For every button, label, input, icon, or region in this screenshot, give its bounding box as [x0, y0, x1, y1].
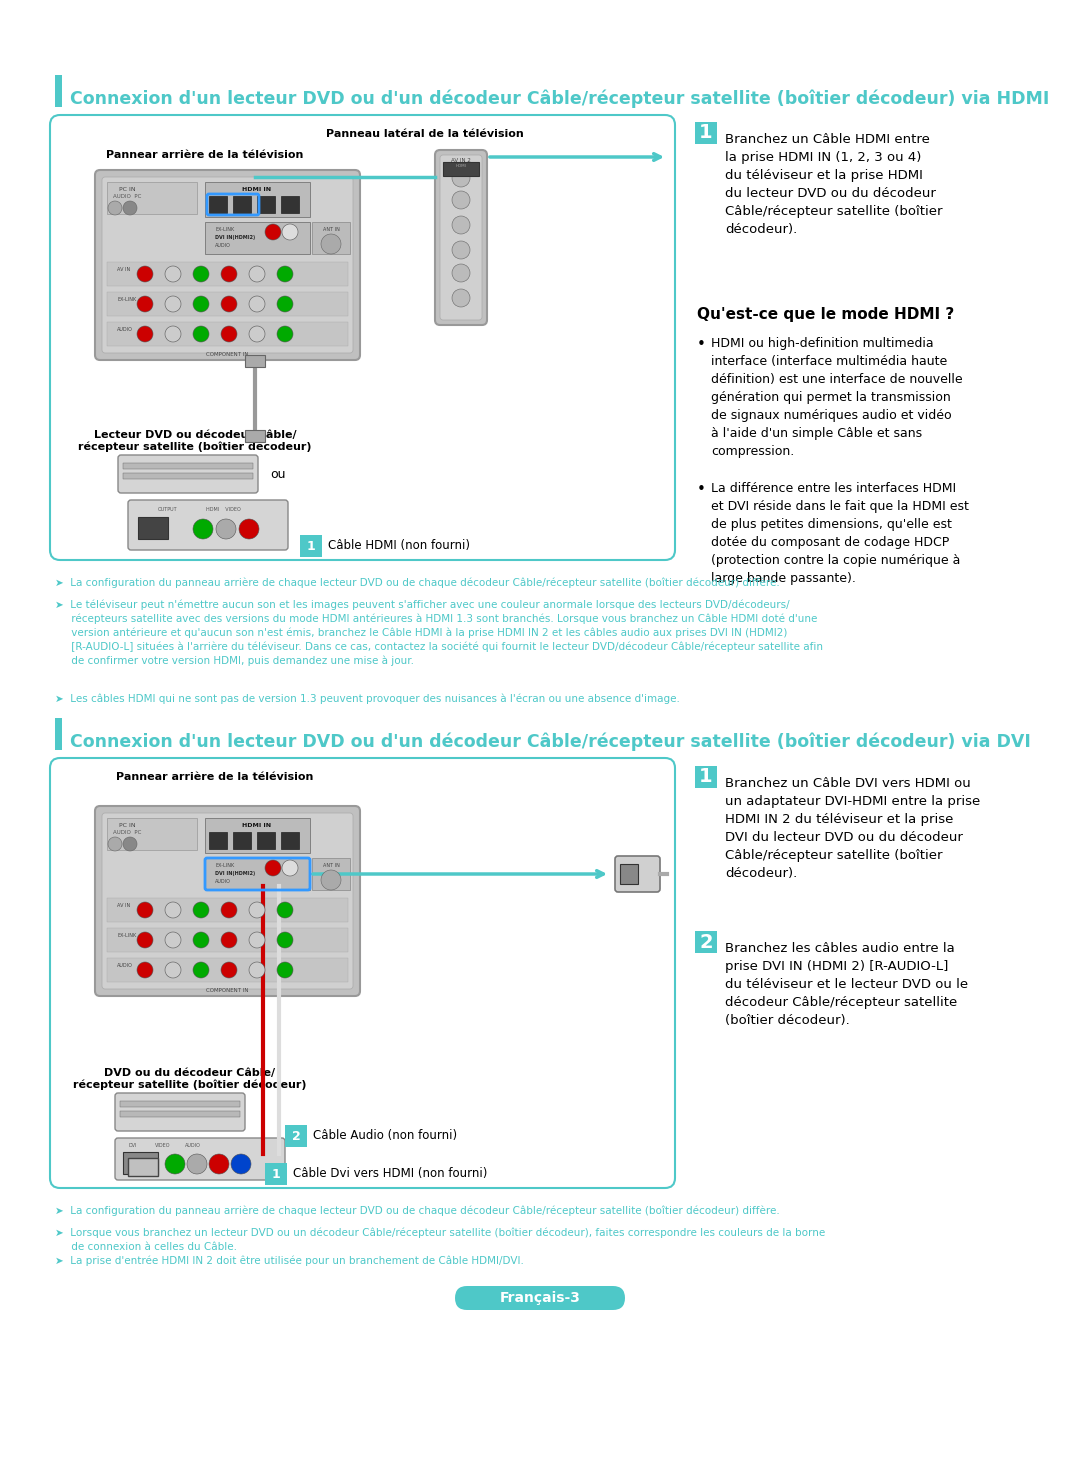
Text: EX-LINK: EX-LINK	[215, 863, 234, 868]
FancyBboxPatch shape	[50, 757, 675, 1189]
FancyBboxPatch shape	[102, 176, 353, 353]
Bar	[233, 831, 251, 849]
Circle shape	[453, 169, 470, 187]
Bar	[210, 831, 227, 849]
Bar	[107, 957, 348, 983]
Bar	[245, 356, 265, 368]
Circle shape	[453, 216, 470, 234]
Text: Français-3: Français-3	[500, 1291, 580, 1306]
Bar	[107, 928, 348, 951]
Circle shape	[453, 242, 470, 259]
Bar	[107, 182, 197, 213]
Text: •: •	[697, 336, 706, 353]
Circle shape	[265, 860, 281, 876]
Circle shape	[193, 962, 210, 978]
Circle shape	[221, 903, 237, 917]
Text: Câble HDMI (non fourni): Câble HDMI (non fourni)	[328, 539, 470, 553]
Text: 2: 2	[699, 932, 713, 951]
Text: AV IN 2: AV IN 2	[451, 159, 471, 163]
Circle shape	[137, 265, 153, 282]
Text: HDMI: HDMI	[456, 165, 467, 167]
Text: AUDIO: AUDIO	[117, 963, 133, 968]
Text: 1: 1	[699, 768, 713, 787]
Bar	[120, 1112, 240, 1117]
Circle shape	[165, 962, 181, 978]
Bar	[107, 322, 348, 345]
Text: HDMI ou high-definition multimedia
interface (interface multimédia haute
définit: HDMI ou high-definition multimedia inter…	[711, 336, 962, 458]
FancyBboxPatch shape	[50, 116, 675, 560]
Text: ➤  La configuration du panneau arrière de chaque lecteur DVD ou de chaque décode: ➤ La configuration du panneau arrière de…	[55, 578, 780, 588]
Circle shape	[276, 903, 293, 917]
Text: Pannear arrière de la télévision: Pannear arrière de la télévision	[117, 772, 313, 782]
Bar	[107, 898, 348, 922]
Circle shape	[453, 191, 470, 209]
Text: HDMI IN: HDMI IN	[242, 823, 271, 828]
Text: AUDIO: AUDIO	[185, 1143, 201, 1149]
Bar	[281, 196, 299, 213]
Text: Câble Dvi vers HDMI (non fourni): Câble Dvi vers HDMI (non fourni)	[293, 1168, 487, 1181]
Circle shape	[221, 265, 237, 282]
Circle shape	[123, 837, 137, 851]
FancyBboxPatch shape	[440, 156, 482, 320]
Circle shape	[137, 932, 153, 948]
Circle shape	[221, 962, 237, 978]
Circle shape	[221, 326, 237, 342]
Bar	[123, 473, 253, 479]
FancyBboxPatch shape	[435, 150, 487, 325]
Text: ➤  Lorsque vous branchez un lecteur DVD ou un décodeur Câble/récepteur satellite: ➤ Lorsque vous branchez un lecteur DVD o…	[55, 1229, 825, 1252]
Text: DVI: DVI	[129, 1143, 137, 1149]
Text: 1: 1	[272, 1168, 281, 1181]
Text: AUDIO: AUDIO	[215, 879, 231, 883]
Text: Branchez un Câble DVI vers HDMI ou
un adaptateur DVI-HDMI entre la prise
HDMI IN: Branchez un Câble DVI vers HDMI ou un ad…	[725, 777, 981, 880]
FancyBboxPatch shape	[114, 1094, 245, 1131]
FancyBboxPatch shape	[615, 857, 660, 892]
Circle shape	[249, 265, 265, 282]
Circle shape	[193, 326, 210, 342]
Circle shape	[276, 265, 293, 282]
Bar	[129, 1157, 158, 1177]
Text: Lecteur DVD ou décodeur Câble/
récepteur satellite (boîtier décodeur): Lecteur DVD ou décodeur Câble/ récepteur…	[78, 430, 312, 452]
Circle shape	[276, 296, 293, 313]
Text: Pannear arrière de la télévision: Pannear arrière de la télévision	[106, 150, 303, 160]
Circle shape	[108, 202, 122, 215]
Circle shape	[216, 519, 237, 539]
Text: ➤  Les câbles HDMI qui ne sont pas de version 1.3 peuvent provoquer des nuisance: ➤ Les câbles HDMI qui ne sont pas de ver…	[55, 694, 680, 704]
Bar	[107, 818, 197, 851]
Bar	[205, 818, 310, 854]
Circle shape	[249, 962, 265, 978]
Circle shape	[193, 903, 210, 917]
Bar	[281, 831, 299, 849]
Circle shape	[187, 1154, 207, 1174]
Circle shape	[276, 326, 293, 342]
Circle shape	[321, 234, 341, 253]
Bar	[620, 864, 638, 883]
Text: AUDIO  PC: AUDIO PC	[112, 830, 141, 834]
FancyBboxPatch shape	[95, 806, 360, 996]
Bar	[107, 292, 348, 316]
Circle shape	[321, 870, 341, 891]
Circle shape	[453, 264, 470, 282]
Circle shape	[137, 296, 153, 313]
Text: Branchez un Câble HDMI entre
la prise HDMI IN (1, 2, 3 ou 4)
du téléviseur et la: Branchez un Câble HDMI entre la prise HD…	[725, 133, 943, 236]
Bar	[257, 196, 275, 213]
Bar	[205, 858, 310, 891]
Bar	[300, 535, 322, 557]
FancyBboxPatch shape	[455, 1286, 625, 1310]
Circle shape	[221, 932, 237, 948]
Circle shape	[193, 265, 210, 282]
Circle shape	[276, 962, 293, 978]
Circle shape	[249, 903, 265, 917]
Circle shape	[193, 296, 210, 313]
Bar	[123, 1152, 158, 1174]
Text: ➤  Le téléviseur peut n'émettre aucun son et les images peuvent s'afficher avec : ➤ Le téléviseur peut n'émettre aucun son…	[55, 600, 823, 665]
FancyBboxPatch shape	[95, 170, 360, 360]
Bar	[443, 162, 480, 176]
Circle shape	[221, 296, 237, 313]
Circle shape	[123, 202, 137, 215]
Text: COMPONENT IN: COMPONENT IN	[206, 353, 248, 357]
Circle shape	[165, 1154, 185, 1174]
Circle shape	[210, 1154, 229, 1174]
Bar	[233, 196, 251, 213]
Bar	[55, 76, 62, 107]
Circle shape	[108, 837, 122, 851]
